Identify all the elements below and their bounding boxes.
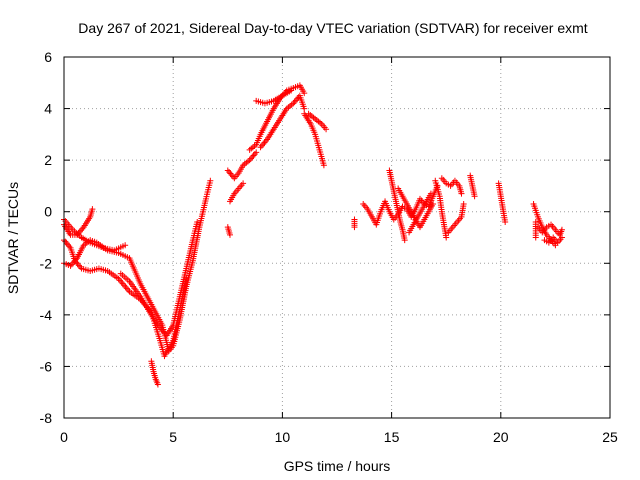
x-axis-label: GPS time / hours — [284, 458, 391, 474]
data-point — [207, 177, 214, 184]
y-tick-label: -2 — [40, 255, 53, 271]
data-point — [427, 190, 434, 197]
y-tick-label: 2 — [44, 152, 52, 168]
data-point — [401, 237, 408, 244]
data-point — [294, 95, 301, 102]
x-tick-label: 10 — [275, 429, 291, 445]
data-point — [301, 105, 308, 112]
data-point — [226, 169, 233, 176]
data-point — [240, 180, 247, 187]
data-point — [288, 87, 295, 94]
data-point — [351, 224, 358, 231]
data-points — [61, 82, 565, 388]
data-point — [247, 155, 254, 162]
plot-frame — [63, 56, 611, 419]
data-point — [471, 193, 478, 200]
data-point — [154, 381, 161, 388]
data-point — [558, 234, 565, 241]
data-point — [323, 126, 330, 133]
x-tick-label: 0 — [60, 429, 68, 445]
data-point — [291, 98, 298, 105]
x-tick-label: 20 — [493, 429, 509, 445]
x-tick-label: 15 — [384, 429, 400, 445]
y-tick-label: 0 — [44, 204, 52, 220]
data-point — [194, 219, 201, 226]
data-point — [89, 206, 96, 213]
data-point — [443, 234, 450, 241]
data-point — [558, 226, 565, 233]
data-point — [226, 231, 233, 238]
data-point — [122, 242, 129, 249]
data-point — [258, 142, 265, 149]
data-point — [458, 190, 465, 197]
y-tick-label: 6 — [44, 49, 52, 65]
data-point — [261, 139, 268, 146]
data-point — [63, 240, 70, 247]
grid-lines — [64, 57, 610, 418]
data-point — [62, 238, 69, 245]
data-point — [260, 141, 267, 148]
y-axis-label: SDTVAR / TECUs — [5, 182, 21, 294]
y-tick-label: -8 — [40, 410, 53, 426]
y-tick-label: -4 — [40, 307, 53, 323]
data-point — [224, 167, 231, 174]
data-point — [249, 154, 256, 161]
data-point — [228, 172, 235, 179]
data-point — [460, 200, 467, 207]
data-point — [532, 234, 539, 241]
data-point — [502, 219, 509, 226]
data-point — [253, 149, 260, 156]
y-tick-label: -6 — [40, 358, 53, 374]
data-point — [227, 170, 234, 177]
data-point — [251, 150, 258, 157]
x-tick-label: 25 — [602, 429, 618, 445]
data-point — [301, 90, 308, 97]
data-point — [430, 200, 437, 207]
y-tick-label: 4 — [44, 101, 52, 117]
data-point — [250, 152, 257, 159]
data-point — [64, 241, 71, 248]
x-tick-label: 5 — [169, 429, 177, 445]
chart-title: Day 267 of 2021, Sidereal Day-to-day VTE… — [78, 20, 587, 36]
data-point — [320, 162, 327, 169]
